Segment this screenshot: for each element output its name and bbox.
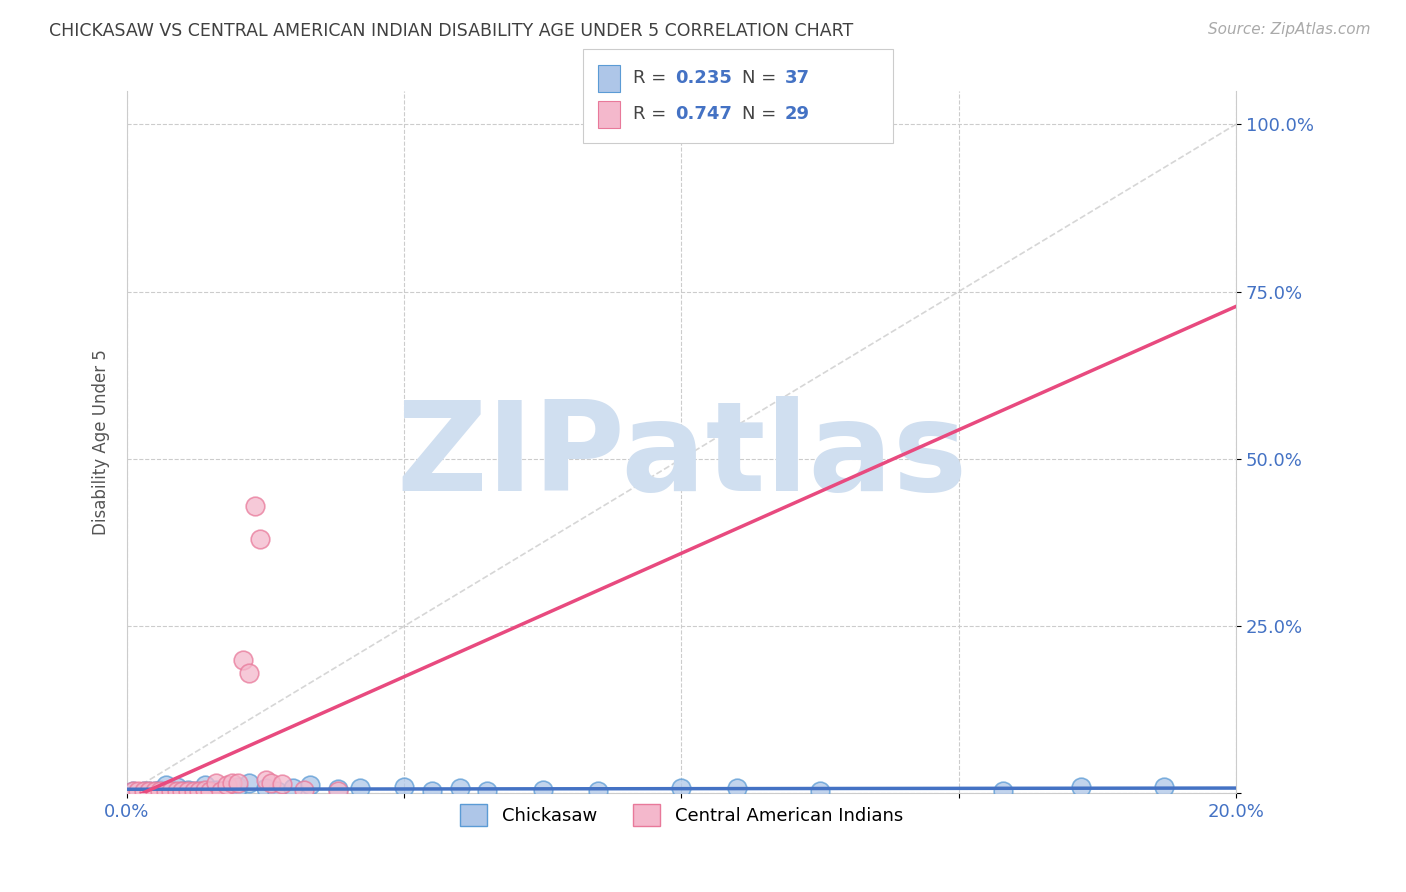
Point	[143, 783, 166, 797]
Text: Source: ZipAtlas.com: Source: ZipAtlas.com	[1208, 22, 1371, 37]
Text: 29: 29	[785, 105, 810, 123]
Point	[121, 784, 143, 798]
Point	[149, 784, 172, 798]
Point	[808, 783, 831, 797]
Point	[215, 783, 238, 797]
Point	[420, 784, 443, 798]
Point	[294, 783, 316, 797]
Point	[326, 783, 349, 797]
Point	[209, 783, 232, 797]
Point	[204, 783, 226, 797]
Point	[198, 783, 221, 797]
Text: CHICKASAW VS CENTRAL AMERICAN INDIAN DISABILITY AGE UNDER 5 CORRELATION CHART: CHICKASAW VS CENTRAL AMERICAN INDIAN DIS…	[49, 22, 853, 40]
Point	[198, 783, 221, 797]
Point	[160, 784, 183, 798]
Point	[477, 783, 499, 797]
Point	[172, 783, 194, 797]
Point	[243, 499, 266, 513]
Text: N =: N =	[742, 105, 782, 123]
Point	[188, 783, 211, 797]
Text: 37: 37	[785, 70, 810, 87]
Point	[155, 783, 177, 797]
Point	[132, 783, 155, 797]
Point	[254, 780, 277, 795]
Point	[160, 784, 183, 798]
Point	[204, 776, 226, 790]
Point	[725, 780, 748, 795]
Point	[1070, 780, 1092, 794]
Point	[166, 783, 188, 797]
Point	[449, 780, 471, 795]
Point	[349, 780, 371, 795]
Point	[221, 776, 243, 790]
Point	[238, 665, 260, 680]
Point	[283, 780, 305, 795]
Point	[183, 783, 205, 797]
Point	[183, 783, 205, 797]
Point	[226, 780, 249, 794]
Point	[298, 778, 321, 792]
Point	[671, 780, 693, 795]
Point	[531, 783, 554, 797]
Text: 0.747: 0.747	[675, 105, 731, 123]
Point	[149, 783, 172, 797]
Point	[588, 783, 610, 797]
Point	[394, 780, 416, 794]
Text: ZIPatlas: ZIPatlas	[396, 396, 967, 516]
Point	[138, 784, 160, 798]
Point	[266, 783, 288, 797]
Y-axis label: Disability Age Under 5: Disability Age Under 5	[93, 349, 110, 535]
Point	[238, 776, 260, 790]
Point	[209, 783, 232, 797]
Point	[177, 783, 200, 797]
Point	[143, 783, 166, 797]
Point	[1153, 780, 1175, 794]
Point	[194, 783, 217, 797]
Point	[172, 784, 194, 798]
Point	[232, 652, 254, 666]
Text: R =: R =	[633, 105, 672, 123]
Point	[226, 776, 249, 790]
Text: R =: R =	[633, 70, 672, 87]
Legend: Chickasaw, Central American Indians: Chickasaw, Central American Indians	[453, 797, 910, 833]
Point	[326, 781, 349, 796]
Point	[188, 783, 211, 797]
Point	[127, 783, 149, 797]
Point	[260, 775, 283, 789]
Point	[166, 780, 188, 794]
Point	[254, 772, 277, 787]
Point	[121, 784, 143, 798]
Point	[132, 784, 155, 798]
Text: 0.235: 0.235	[675, 70, 731, 87]
Point	[271, 777, 294, 791]
Point	[177, 783, 200, 797]
Point	[194, 778, 217, 792]
Point	[138, 784, 160, 798]
Point	[249, 532, 271, 546]
Point	[991, 783, 1014, 797]
Point	[155, 778, 177, 792]
Point	[215, 778, 238, 792]
Text: N =: N =	[742, 70, 782, 87]
